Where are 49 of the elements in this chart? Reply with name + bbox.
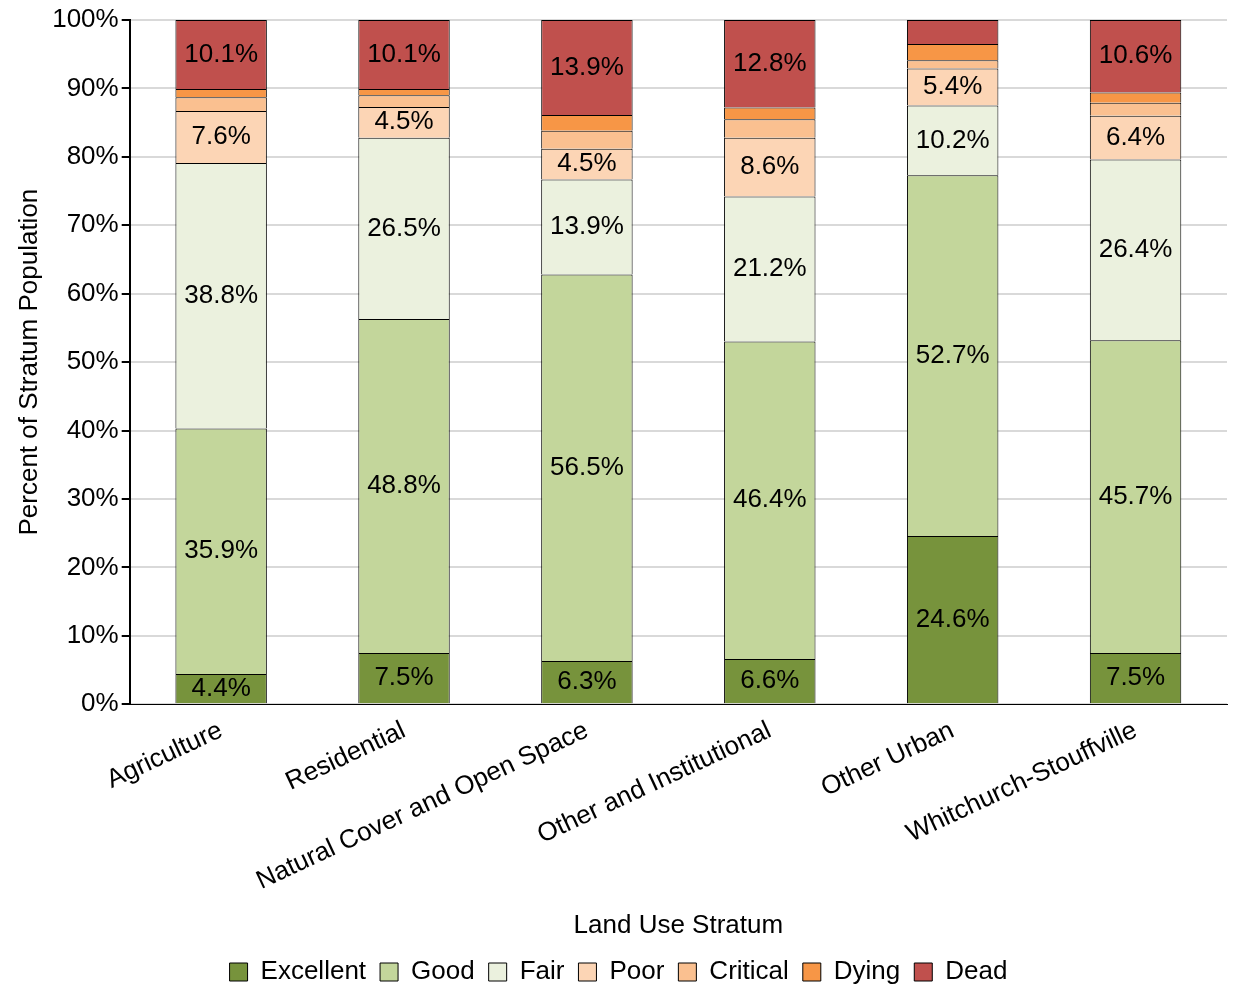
data-label: 4.5% — [557, 147, 617, 178]
legend-label: Critical — [709, 955, 789, 986]
data-label: 35.9% — [184, 534, 259, 565]
y-tick-label: 60% — [66, 276, 119, 307]
data-label: 21.2% — [732, 252, 807, 283]
data-label: 13.9% — [550, 50, 624, 81]
data-label: 26.4% — [1098, 233, 1173, 264]
data-label: 48.8% — [367, 469, 441, 500]
x-axis-title: Land Use Stratum — [573, 908, 784, 939]
data-label: 6.3% — [557, 665, 617, 696]
data-label: 7.5% — [374, 661, 434, 692]
data-label: 4.4% — [191, 671, 251, 702]
y-tick-label: 90% — [66, 71, 119, 102]
y-tick-label: 20% — [66, 550, 119, 581]
data-label: 10.1% — [184, 37, 259, 68]
data-label: 10.1% — [367, 37, 441, 68]
y-tick-label: 30% — [66, 482, 119, 513]
legend-label: Dying — [833, 955, 901, 986]
data-label: 38.8% — [184, 278, 259, 309]
data-label: 10.2% — [915, 123, 990, 154]
y-axis-title: Percent of Stratum Population — [12, 188, 43, 536]
data-label: 45.7% — [1098, 479, 1173, 510]
legend-label: Excellent — [260, 955, 367, 986]
data-label: 26.5% — [367, 211, 441, 242]
legend-label: Good — [411, 955, 475, 986]
data-label: 5.4% — [923, 70, 983, 101]
y-tick-label: 0% — [81, 687, 119, 718]
data-label: 10.6% — [1098, 39, 1173, 70]
data-label: 13.9% — [550, 210, 624, 241]
y-tick-label: 10% — [66, 618, 119, 649]
y-tick-label: 80% — [66, 140, 119, 171]
data-label: 8.6% — [740, 150, 800, 181]
data-label: 6.4% — [1105, 120, 1166, 151]
data-label: 46.4% — [732, 483, 807, 514]
data-label: 7.5% — [1105, 661, 1166, 692]
data-label: 6.6% — [740, 664, 800, 695]
data-label: 7.6% — [191, 120, 251, 151]
y-tick-label: 50% — [66, 345, 119, 376]
legend-label: Dead — [945, 955, 1008, 986]
data-label: 4.5% — [374, 105, 434, 136]
y-tick-label: 100% — [52, 3, 119, 34]
data-label: 24.6% — [915, 602, 990, 633]
y-tick-label: 40% — [66, 413, 119, 444]
legend-label: Poor — [609, 955, 665, 986]
data-label: 12.8% — [732, 46, 807, 77]
legend-label: Fair — [519, 955, 565, 986]
data-label: 56.5% — [550, 450, 624, 481]
data-label: 52.7% — [915, 338, 990, 369]
y-tick-label: 70% — [66, 208, 119, 239]
